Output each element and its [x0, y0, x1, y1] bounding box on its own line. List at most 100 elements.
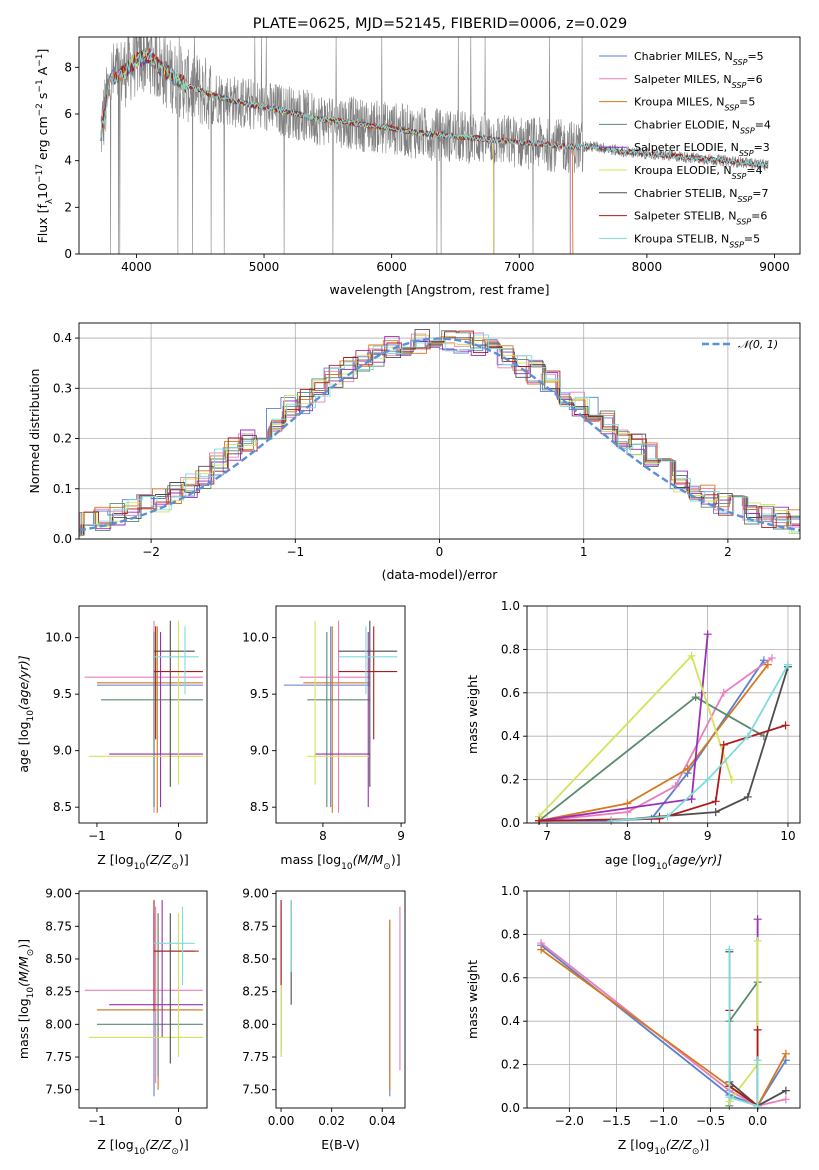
errorbar-chabrier-stelib	[154, 620, 195, 787]
errorbar-chabrier-elodie	[307, 631, 370, 808]
residual-histogram-kroupa-elodie	[79, 335, 800, 536]
errorbar-chabrier-stelib	[338, 620, 398, 787]
label-part: (M/M	[16, 956, 31, 987]
x-tick-label: 0.04	[369, 1114, 396, 1128]
x-tick-label: 10	[780, 829, 795, 843]
errorbar-kroupa-miles	[96, 913, 203, 1090]
x-tick-label: −2	[142, 545, 160, 559]
legend-sub: SSP	[738, 194, 753, 203]
y-axis-label: mass [log10(M/M⊙)]	[16, 939, 36, 1059]
x-axis-label: age [log10(age/yr)]	[605, 852, 722, 872]
label-part: 10	[654, 1147, 666, 1157]
weight-point	[727, 775, 736, 784]
label-part: ⊙	[26, 949, 36, 957]
plot-area-mass_vs_Z	[84, 900, 203, 1097]
label-part: mass [log	[280, 852, 341, 867]
label-part: (age/yr)]	[16, 655, 31, 710]
label-part: 10	[134, 862, 146, 872]
weight-series-kroupa-miles	[535, 660, 772, 825]
label-part: )]	[699, 1137, 709, 1152]
y-tick-label: 9.0	[53, 744, 72, 758]
errorbar-kroupa-miles	[96, 626, 203, 813]
label-part: 10	[26, 710, 36, 722]
errorbar-salpeter-stelib	[338, 626, 398, 740]
label-part: age [log	[16, 721, 31, 772]
model-spectrum-kroupa-stelib	[100, 51, 768, 169]
axes-age_vs_Z: −1 08.59.09.510.0Z [log10(Z/Z⊙)]age [log1…	[16, 605, 208, 872]
legend-sub: SSP	[739, 149, 754, 158]
x-axis-label: mass [log10(M/M⊙)]	[280, 852, 400, 872]
y-tick-label: 9.00	[45, 887, 72, 901]
residual-histogram-chabrier-elodie	[79, 330, 800, 537]
label-part: ⊙	[171, 862, 179, 872]
x-tick-label: 8000	[632, 260, 663, 274]
label-part: mass [log	[16, 998, 31, 1059]
axes-weight_vs_age: 7 8 9 10 0.0 0.2 0.4 0.6 0.8 1.0 mass weight age [l…	[465, 599, 801, 872]
legend-entry: Kroupa STELIB, NSSP=5	[634, 232, 760, 249]
legend-entry: Kroupa MILES, NSSP=5	[634, 96, 755, 113]
axes-residuals: −2 −1 0 1 2 0.0 0.1 0.2 0.3 0.4 𝒩(0, 1) (data-model…	[27, 322, 801, 582]
y-tick-label: 9.00	[242, 887, 269, 901]
x-axis-label: Z [log10(Z/Z⊙)]	[618, 1137, 709, 1157]
y-tick-label: 0.0	[53, 532, 72, 546]
residual-histogram-kroupa-stelib	[79, 334, 800, 536]
y-tick-label: 0.6	[501, 686, 520, 700]
y-tick-label: 9.0	[250, 744, 269, 758]
x-tick-label: 9000	[759, 260, 790, 274]
x-tick-label: −1	[88, 1114, 106, 1128]
x-tick-label: 9	[397, 829, 405, 843]
y-tick-label: 8.50	[45, 952, 72, 966]
label-part: Z [log	[97, 852, 133, 867]
y-tick-label: 0.4	[501, 729, 520, 743]
legend-entry: Chabrier MILES, NSSP=5	[634, 50, 764, 67]
label-part: (age/yr)]	[667, 852, 722, 867]
weight-point	[725, 945, 734, 954]
y-tick-label: 8.25	[242, 985, 269, 999]
weight-line	[539, 659, 765, 822]
legend-entry: Salpeter ELODIE, NSSP=3	[634, 141, 770, 158]
residual-histogram-chabrier-stelib	[79, 329, 800, 536]
weight-series-salpeter-stelib	[535, 721, 790, 825]
residual-histogram-salpeter-elodie	[79, 336, 800, 537]
weight-point	[671, 782, 680, 791]
legend-count: =5	[744, 232, 760, 245]
axes-frame	[78, 890, 208, 1109]
y-tick-label: 0.2	[501, 1058, 520, 1072]
legend-name: Chabrier MILES, N	[634, 50, 733, 63]
legend-name: Salpeter ELODIE, N	[634, 141, 739, 154]
label-part: Flux [f	[35, 204, 50, 244]
y-tick-label: 8.75	[242, 919, 269, 933]
weight-point	[767, 654, 776, 663]
x-axis-label: wavelength [Angstrom, rest frame]	[329, 282, 549, 297]
legend-name: Salpeter STELIB, N	[634, 210, 736, 223]
legend-name: Chabrier ELODIE, N	[634, 118, 740, 131]
x-tick-label: −1.0	[649, 1114, 678, 1128]
y-tick-label: 0.8	[501, 642, 520, 656]
y-tick-label: 8.5	[53, 800, 72, 814]
label-part: )]	[391, 852, 401, 867]
weight-point	[655, 814, 664, 823]
y-tick-label: 8.5	[250, 800, 269, 814]
weight-point	[753, 1025, 762, 1034]
label-part: −1	[35, 79, 45, 92]
weight-point	[781, 721, 790, 730]
x-tick-label: 0.0	[748, 1114, 767, 1128]
x-axis-label: Z [log10(Z/Z⊙)]	[97, 1137, 188, 1157]
x-tick-label: 2	[724, 545, 732, 559]
weight-series-salpeter-miles	[535, 654, 776, 825]
legend-name: Chabrier STELIB, N	[634, 187, 738, 200]
legend-name: Salpeter MILES, N	[634, 73, 732, 86]
weight-point	[703, 775, 712, 784]
x-tick-label: 8	[624, 829, 632, 843]
y-tick-label: 0.8	[501, 927, 520, 941]
weight-point	[781, 1095, 790, 1104]
errorbar-salpeter-stelib	[153, 900, 199, 1012]
x-tick-label: 0.02	[318, 1114, 345, 1128]
errorbar-salpeter-miles	[84, 906, 203, 1084]
figure-title: PLATE=0625, MJD=52145, FIBERID=0006, z=0…	[253, 16, 627, 32]
y-tick-label: 8	[64, 60, 72, 74]
label-part: erg cm	[35, 116, 50, 164]
weight-point	[535, 816, 544, 825]
axes-frame	[78, 605, 208, 824]
weight-line	[538, 657, 773, 822]
